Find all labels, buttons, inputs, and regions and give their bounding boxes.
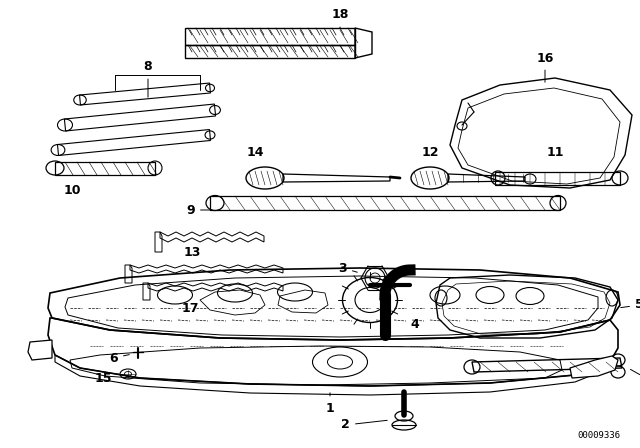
Text: 8: 8 [144,60,152,97]
Text: 15: 15 [95,371,118,384]
Text: 11: 11 [547,146,564,159]
Text: 4: 4 [411,319,419,332]
Text: 6: 6 [109,352,129,365]
Text: 17: 17 [181,302,199,314]
Text: 2: 2 [341,418,387,431]
Text: 00009336: 00009336 [577,431,620,440]
Text: 14: 14 [246,146,264,159]
Text: 10: 10 [63,184,81,197]
Text: 3: 3 [339,262,357,275]
Text: 12: 12 [421,146,439,159]
Polygon shape [570,356,618,378]
Polygon shape [28,340,52,360]
Text: 1: 1 [326,393,334,414]
Text: 5: 5 [621,298,640,311]
Text: 18: 18 [332,9,349,28]
Text: 16: 16 [536,52,554,82]
Text: 7: 7 [630,369,640,387]
Text: 13: 13 [183,246,201,258]
Text: 9: 9 [186,203,212,216]
